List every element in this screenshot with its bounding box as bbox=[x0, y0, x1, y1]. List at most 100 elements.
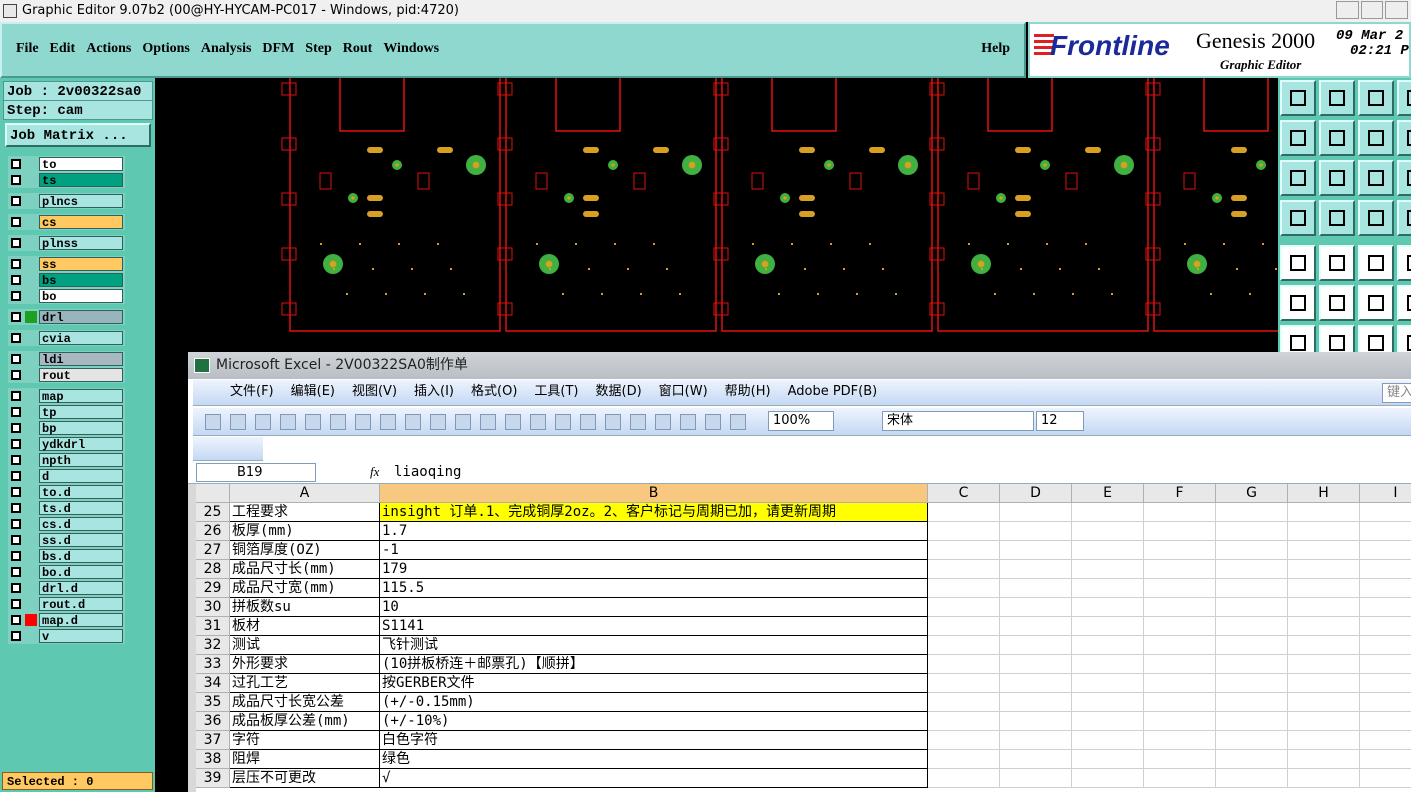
cell[interactable] bbox=[1072, 617, 1144, 636]
cell[interactable] bbox=[1000, 655, 1072, 674]
cell[interactable] bbox=[1000, 522, 1072, 541]
tool-button[interactable] bbox=[1280, 80, 1316, 116]
toolbar-icon[interactable] bbox=[355, 414, 371, 430]
column-header[interactable]: A bbox=[230, 484, 380, 503]
layer-row[interactable]: map bbox=[8, 388, 125, 404]
excel-menu-item[interactable]: 视图(V) bbox=[351, 384, 398, 399]
layer-checkbox[interactable] bbox=[11, 455, 21, 465]
cell[interactable]: -1 bbox=[380, 541, 928, 560]
cell[interactable] bbox=[1072, 731, 1144, 750]
layer-row[interactable]: bs bbox=[8, 272, 125, 288]
font-box[interactable]: 宋体 bbox=[882, 411, 1034, 431]
cell[interactable] bbox=[1000, 712, 1072, 731]
layer-row[interactable]: plnss bbox=[8, 235, 125, 251]
cell[interactable]: (10拼板桥连＋邮票孔)【顺拼】 bbox=[380, 655, 928, 674]
layer-checkbox[interactable] bbox=[11, 423, 21, 433]
row-header[interactable]: 38 bbox=[196, 750, 230, 769]
cell[interactable] bbox=[1072, 541, 1144, 560]
layer-checkbox[interactable] bbox=[11, 583, 21, 593]
name-box[interactable]: B19 bbox=[196, 463, 316, 482]
tool-button[interactable] bbox=[1280, 200, 1316, 236]
cell[interactable] bbox=[1000, 541, 1072, 560]
font-size-box[interactable]: 12 bbox=[1036, 411, 1084, 431]
cell[interactable] bbox=[1072, 750, 1144, 769]
excel-menu-item[interactable]: 工具(T) bbox=[534, 384, 579, 399]
cell[interactable] bbox=[1216, 541, 1288, 560]
row-header[interactable]: 27 bbox=[196, 541, 230, 560]
cell[interactable] bbox=[928, 598, 1000, 617]
tool-button[interactable] bbox=[1319, 285, 1355, 321]
cell[interactable] bbox=[1072, 636, 1144, 655]
cell[interactable]: 成品尺寸长(mm) bbox=[230, 560, 380, 579]
cell[interactable] bbox=[1360, 522, 1411, 541]
cell[interactable] bbox=[1360, 769, 1411, 788]
toolbar-icon[interactable] bbox=[580, 414, 596, 430]
cell[interactable] bbox=[1360, 693, 1411, 712]
tool-button[interactable] bbox=[1358, 80, 1394, 116]
layer-checkbox[interactable] bbox=[11, 333, 21, 343]
cell[interactable] bbox=[1144, 579, 1216, 598]
cell[interactable]: 拼板数su bbox=[230, 598, 380, 617]
cell[interactable]: √ bbox=[380, 769, 928, 788]
column-header[interactable]: F bbox=[1144, 484, 1216, 503]
menu-item[interactable]: Options bbox=[142, 41, 190, 56]
tool-button[interactable] bbox=[1397, 245, 1411, 281]
layer-row[interactable]: bo.d bbox=[8, 564, 125, 580]
layer-row[interactable]: ts.d bbox=[8, 500, 125, 516]
layer-row[interactable]: bp bbox=[8, 420, 125, 436]
cell[interactable] bbox=[1360, 655, 1411, 674]
cell[interactable] bbox=[1288, 769, 1360, 788]
cell[interactable] bbox=[1288, 617, 1360, 636]
layer-checkbox[interactable] bbox=[11, 259, 21, 269]
layer-checkbox[interactable] bbox=[11, 275, 21, 285]
tool-button[interactable] bbox=[1397, 285, 1411, 321]
cell[interactable]: 10 bbox=[380, 598, 928, 617]
cell[interactable]: 铜箔厚度(OZ) bbox=[230, 541, 380, 560]
cell[interactable]: 成品尺寸宽(mm) bbox=[230, 579, 380, 598]
cell[interactable] bbox=[928, 636, 1000, 655]
layer-row[interactable]: cs bbox=[8, 214, 125, 230]
minimize[interactable] bbox=[1336, 1, 1359, 19]
excel-menu-item[interactable]: 编辑(E) bbox=[290, 384, 335, 399]
menu-item[interactable]: Edit bbox=[49, 41, 76, 56]
cell[interactable] bbox=[1288, 636, 1360, 655]
cell[interactable] bbox=[1360, 674, 1411, 693]
layer-checkbox[interactable] bbox=[11, 535, 21, 545]
tool-button[interactable] bbox=[1280, 285, 1316, 321]
toolbar-icon[interactable] bbox=[705, 414, 721, 430]
tool-button[interactable] bbox=[1358, 245, 1394, 281]
cell[interactable]: 工程要求 bbox=[230, 503, 380, 522]
cell[interactable]: 字符 bbox=[230, 731, 380, 750]
layer-row[interactable]: rout.d bbox=[8, 596, 125, 612]
cell[interactable] bbox=[1216, 693, 1288, 712]
layer-checkbox[interactable] bbox=[11, 487, 21, 497]
layer-row[interactable]: ts bbox=[8, 172, 125, 188]
cell[interactable] bbox=[1360, 560, 1411, 579]
layer-checkbox[interactable] bbox=[11, 599, 21, 609]
cell[interactable] bbox=[1216, 674, 1288, 693]
row-header[interactable]: 28 bbox=[196, 560, 230, 579]
column-header[interactable]: H bbox=[1288, 484, 1360, 503]
cell[interactable] bbox=[928, 769, 1000, 788]
row-header[interactable]: 26 bbox=[196, 522, 230, 541]
toolbar-icon[interactable] bbox=[505, 414, 521, 430]
layer-checkbox[interactable] bbox=[11, 196, 21, 206]
tool-button[interactable] bbox=[1397, 80, 1411, 116]
cell[interactable] bbox=[1288, 598, 1360, 617]
cell[interactable] bbox=[1072, 655, 1144, 674]
cell[interactable] bbox=[928, 712, 1000, 731]
cell[interactable] bbox=[1144, 560, 1216, 579]
layer-checkbox[interactable] bbox=[11, 391, 21, 401]
cell[interactable] bbox=[928, 655, 1000, 674]
cell[interactable] bbox=[928, 579, 1000, 598]
toolbar-icon[interactable] bbox=[480, 414, 496, 430]
layer-row[interactable]: ydkdrl bbox=[8, 436, 125, 452]
cell[interactable] bbox=[1288, 693, 1360, 712]
tool-button[interactable] bbox=[1280, 245, 1316, 281]
cell[interactable] bbox=[1072, 522, 1144, 541]
layer-row[interactable]: cs.d bbox=[8, 516, 125, 532]
cell[interactable] bbox=[1216, 522, 1288, 541]
layer-checkbox[interactable] bbox=[11, 551, 21, 561]
menu-item[interactable]: Analysis bbox=[200, 41, 252, 56]
tool-button[interactable] bbox=[1319, 245, 1355, 281]
